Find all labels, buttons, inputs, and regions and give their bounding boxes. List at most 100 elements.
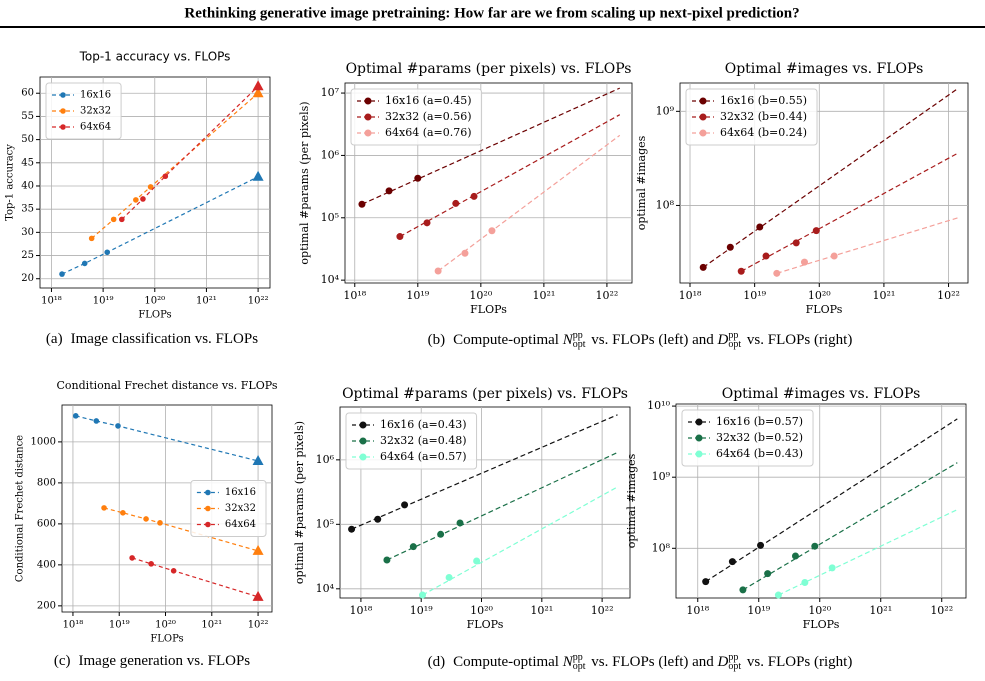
legend-label: 32x32 (b=0.52) (716, 431, 803, 444)
caption-text: Compute-optimal (453, 653, 563, 670)
legend-marker (699, 129, 707, 137)
data-point (120, 510, 126, 516)
y-tick-label: 10⁷ (321, 86, 340, 99)
x-tick-label: 10²² (930, 604, 953, 617)
legend-marker (205, 505, 211, 512)
data-point (358, 200, 366, 208)
caption-symbol: D (717, 331, 729, 348)
legend-box (345, 412, 478, 470)
x-tick-label: 10¹⁸ (41, 296, 62, 307)
x-tick-label: 10²⁰ (469, 289, 492, 302)
data-point (801, 579, 809, 587)
legend-marker (205, 521, 211, 528)
fit-line (386, 451, 618, 561)
x-tick-label: 10²⁰ (155, 620, 176, 631)
data-point (456, 519, 464, 527)
data-point (756, 223, 764, 231)
caption: (a) Image classification vs. FLOPs (46, 331, 258, 348)
data-point (348, 525, 356, 533)
data-point (461, 249, 469, 257)
prediction-marker (252, 454, 264, 465)
legend: 16x16 (b=0.57) 32x32 (b=0.52) 64x64 (b=0.4… (681, 409, 814, 467)
y-axis-label: optimal #images (635, 135, 648, 230)
data-point (93, 418, 100, 424)
data-point (702, 578, 710, 586)
x-tick-label: 10²⁰ (808, 289, 831, 302)
data-point (812, 227, 820, 235)
legend-box (681, 409, 814, 467)
y-tick-label: 30 (21, 227, 34, 238)
legend-marker (699, 97, 707, 105)
y-tick-label: 35 (21, 204, 34, 215)
y-tick-label: 10⁹ (652, 470, 671, 483)
caption-label: (a) (45, 331, 63, 347)
data-point (143, 516, 149, 522)
data-point (452, 199, 460, 207)
legend-label: 32x32 (a=0.48) (380, 434, 467, 447)
x-tick-label: 10²² (248, 620, 269, 631)
data-point (470, 192, 478, 200)
y-tick-label: 10⁵ (316, 517, 334, 530)
caption-scripts: pp opt (573, 653, 586, 672)
data-point (110, 216, 117, 223)
legend-label: 64x64 (a=0.57) (380, 450, 467, 463)
x-tick-label: 10²² (248, 296, 269, 307)
legend-box (685, 88, 818, 146)
x-tick-label: 10¹⁹ (747, 604, 770, 617)
data-point (792, 239, 800, 247)
x-tick-label: 10²¹ (532, 289, 555, 302)
data-point (445, 573, 453, 581)
x-tick-label: 10²⁰ (470, 604, 493, 617)
legend-marker (60, 92, 66, 98)
legend-label: 64x64 (b=0.43) (716, 447, 803, 460)
y-tick-label: 20 (21, 273, 34, 284)
caption-scripts: pp opt (728, 652, 741, 672)
caption-sup: pp (572, 330, 583, 341)
caption-sub: opt (728, 339, 742, 350)
prediction-marker (252, 170, 264, 181)
y-tick-label: 10⁵ (321, 211, 339, 224)
chart-title: Top-1 accuracy vs. FLOPs (79, 50, 231, 64)
fit-line (702, 87, 959, 268)
series-line (121, 85, 259, 220)
y-axis-label: optimal #params (per pixels) (293, 421, 306, 584)
data-point (726, 243, 734, 251)
x-tick-label: 10¹⁹ (406, 289, 429, 302)
chart-title: Optimal #params (per pixels) vs. FLOPs (342, 386, 628, 402)
y-tick-label: 25 (21, 250, 34, 261)
x-tick-label: 10²² (937, 289, 960, 302)
legend: 16x16 (a=0.43) 32x32 (a=0.48) 64x64 (a=0.5… (345, 412, 478, 470)
data-point (72, 413, 79, 419)
caption-scripts: pp opt (572, 330, 586, 350)
caption-symbol: N (562, 653, 573, 670)
data-point (162, 173, 169, 180)
data-point (791, 552, 799, 560)
caption-sup: pp (728, 330, 739, 341)
data-point (414, 174, 422, 182)
y-tick-label: 800 (37, 477, 56, 488)
data-point (133, 197, 139, 203)
x-tick-label: 10¹⁸ (343, 289, 366, 302)
x-axis-label: FLOPs (803, 618, 840, 631)
legend-marker (364, 129, 372, 137)
y-axis-label: optimal #params (per pixels) (298, 101, 311, 264)
data-point (828, 564, 836, 572)
y-axis-label: Top-1 accuracy (5, 144, 16, 221)
x-tick-label: 10¹⁹ (743, 289, 766, 302)
data-point (115, 423, 121, 429)
y-tick-label: 50 (21, 134, 34, 145)
chart-title: Optimal #images vs. FLOPs (725, 61, 924, 77)
caption-text: Image classification vs. FLOPs (70, 331, 259, 347)
data-point (699, 263, 707, 271)
x-axis-label: FLOPs (470, 303, 507, 316)
caption-label: (d) (427, 653, 446, 670)
caption: (c) Image generation vs. FLOPs (54, 653, 250, 670)
caption-sup: pp (728, 652, 739, 663)
fit-line (778, 509, 958, 596)
y-tick-label: 55 (21, 111, 34, 122)
series-line (61, 176, 259, 275)
fit-line (399, 114, 621, 238)
data-point (830, 252, 838, 260)
